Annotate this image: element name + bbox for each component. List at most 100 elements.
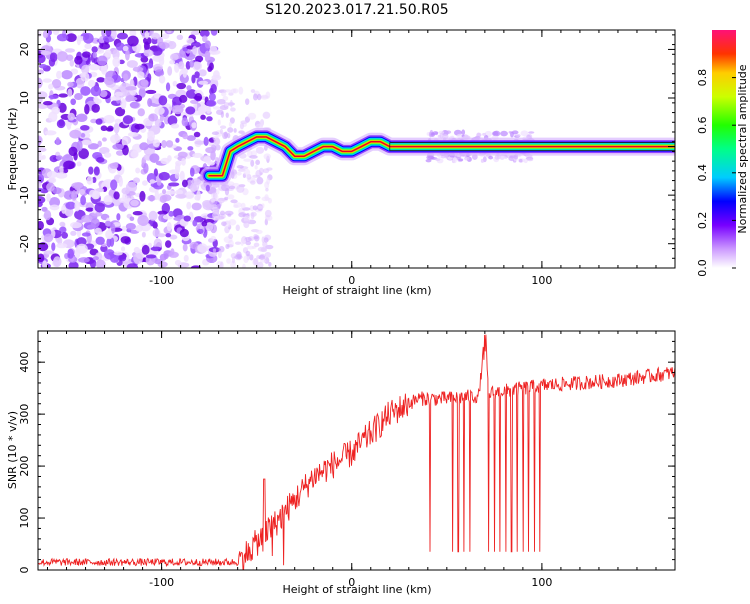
noise-blob: [250, 150, 258, 157]
y-tick-label: -20: [18, 235, 31, 253]
noise-blob: [164, 240, 172, 248]
colorbar-tick-label: 0.0: [696, 259, 709, 277]
noise-blob: [48, 177, 57, 184]
y-tick-label: 100: [18, 508, 31, 529]
noise-blob: [230, 199, 238, 204]
noise-blob: [224, 196, 229, 201]
noise-blob: [202, 35, 208, 43]
noise-blob: [78, 148, 89, 159]
noise-blob: [225, 112, 229, 118]
noise-blob: [262, 111, 271, 119]
noise-blob: [265, 187, 269, 192]
noise-blob: [242, 263, 246, 268]
noise-blob: [169, 53, 179, 61]
noise-blob: [167, 155, 172, 162]
noise-blob: [133, 246, 140, 254]
noise-blob: [130, 150, 139, 158]
noise-blob: [56, 70, 63, 79]
noise-blob: [200, 114, 206, 120]
noise-blob: [123, 73, 129, 82]
noise-blob: [139, 142, 149, 151]
x-tick-label: 100: [531, 274, 552, 287]
noise-blob: [254, 165, 258, 170]
noise-blob: [90, 85, 102, 97]
y-tick-label: 0: [18, 143, 31, 150]
noise-blob: [493, 130, 501, 137]
noise-blob: [134, 123, 145, 130]
noise-blob: [167, 66, 173, 76]
colorbar-ticks: 0.0 0.2 0.4 0.6 0.8: [696, 69, 736, 277]
noise-blob: [228, 121, 232, 127]
colorbar-label: Normalized spectral amplitude: [736, 64, 749, 233]
noise-blob: [228, 92, 234, 96]
noise-blob: [219, 128, 224, 135]
noise-blob: [169, 234, 178, 240]
noise-blob: [191, 74, 196, 84]
noise-blob: [482, 132, 487, 136]
noise-blob: [88, 166, 94, 175]
noise-blob: [140, 56, 149, 63]
noise-blob: [86, 176, 94, 185]
noise-blob: [70, 98, 77, 106]
noise-blob: [187, 146, 194, 151]
noise-blob: [175, 160, 182, 167]
noise-blob: [67, 81, 74, 88]
noise-blob: [95, 259, 106, 268]
noise-blob: [140, 79, 149, 87]
noise-blob: [426, 155, 434, 160]
noise-blob: [154, 106, 165, 115]
noise-blob: [42, 260, 48, 268]
noise-blob: [250, 180, 256, 185]
y-tick-label: 0: [18, 567, 31, 574]
y-tick-label: 20: [18, 42, 31, 56]
noise-blob: [144, 30, 150, 39]
noise-blob: [43, 250, 55, 255]
noise-blob: [133, 253, 143, 265]
noise-blob: [194, 194, 201, 201]
noise-blob: [84, 104, 90, 115]
noise-blob: [142, 36, 152, 45]
noise-blob: [201, 220, 208, 227]
noise-blob: [233, 128, 237, 133]
noise-blob: [76, 35, 82, 46]
noise-blob: [445, 130, 452, 134]
noise-blob: [100, 245, 108, 253]
noise-blob: [510, 131, 514, 138]
noise-blob: [170, 248, 175, 256]
noise-blob: [115, 150, 125, 156]
noise-blob: [208, 92, 216, 101]
noise-blob: [229, 117, 235, 124]
noise-blob: [236, 165, 244, 169]
noise-blob: [193, 61, 201, 70]
noise-blob: [158, 56, 165, 66]
snr-frame: [37, 330, 676, 571]
noise-blob: [179, 94, 188, 103]
noise-blob: [176, 214, 186, 220]
noise-blob: [461, 129, 466, 136]
noise-blob: [71, 182, 84, 189]
noise-blob: [263, 153, 271, 160]
noise-blob: [220, 184, 230, 192]
noise-blob: [215, 144, 221, 151]
noise-blob: [130, 199, 139, 207]
noise-blob: [56, 119, 66, 129]
noise-blob: [38, 181, 42, 188]
noise-blob: [161, 140, 167, 149]
noise-blob: [148, 210, 158, 221]
noise-blob: [103, 249, 115, 260]
noise-blob: [95, 118, 103, 125]
noise-blob: [268, 262, 272, 267]
noise-blob: [42, 100, 53, 106]
noise-blob: [56, 51, 68, 62]
noise-blob: [518, 158, 523, 163]
noise-blob: [103, 76, 115, 86]
noise-blob: [211, 198, 216, 203]
noise-blob: [178, 61, 185, 70]
noise-blob: [61, 204, 67, 214]
noise-blob: [121, 136, 129, 147]
noise-blob: [249, 155, 258, 159]
noise-blob: [262, 241, 268, 248]
noise-blob: [61, 70, 73, 80]
y-tick-label: 400: [18, 352, 31, 373]
